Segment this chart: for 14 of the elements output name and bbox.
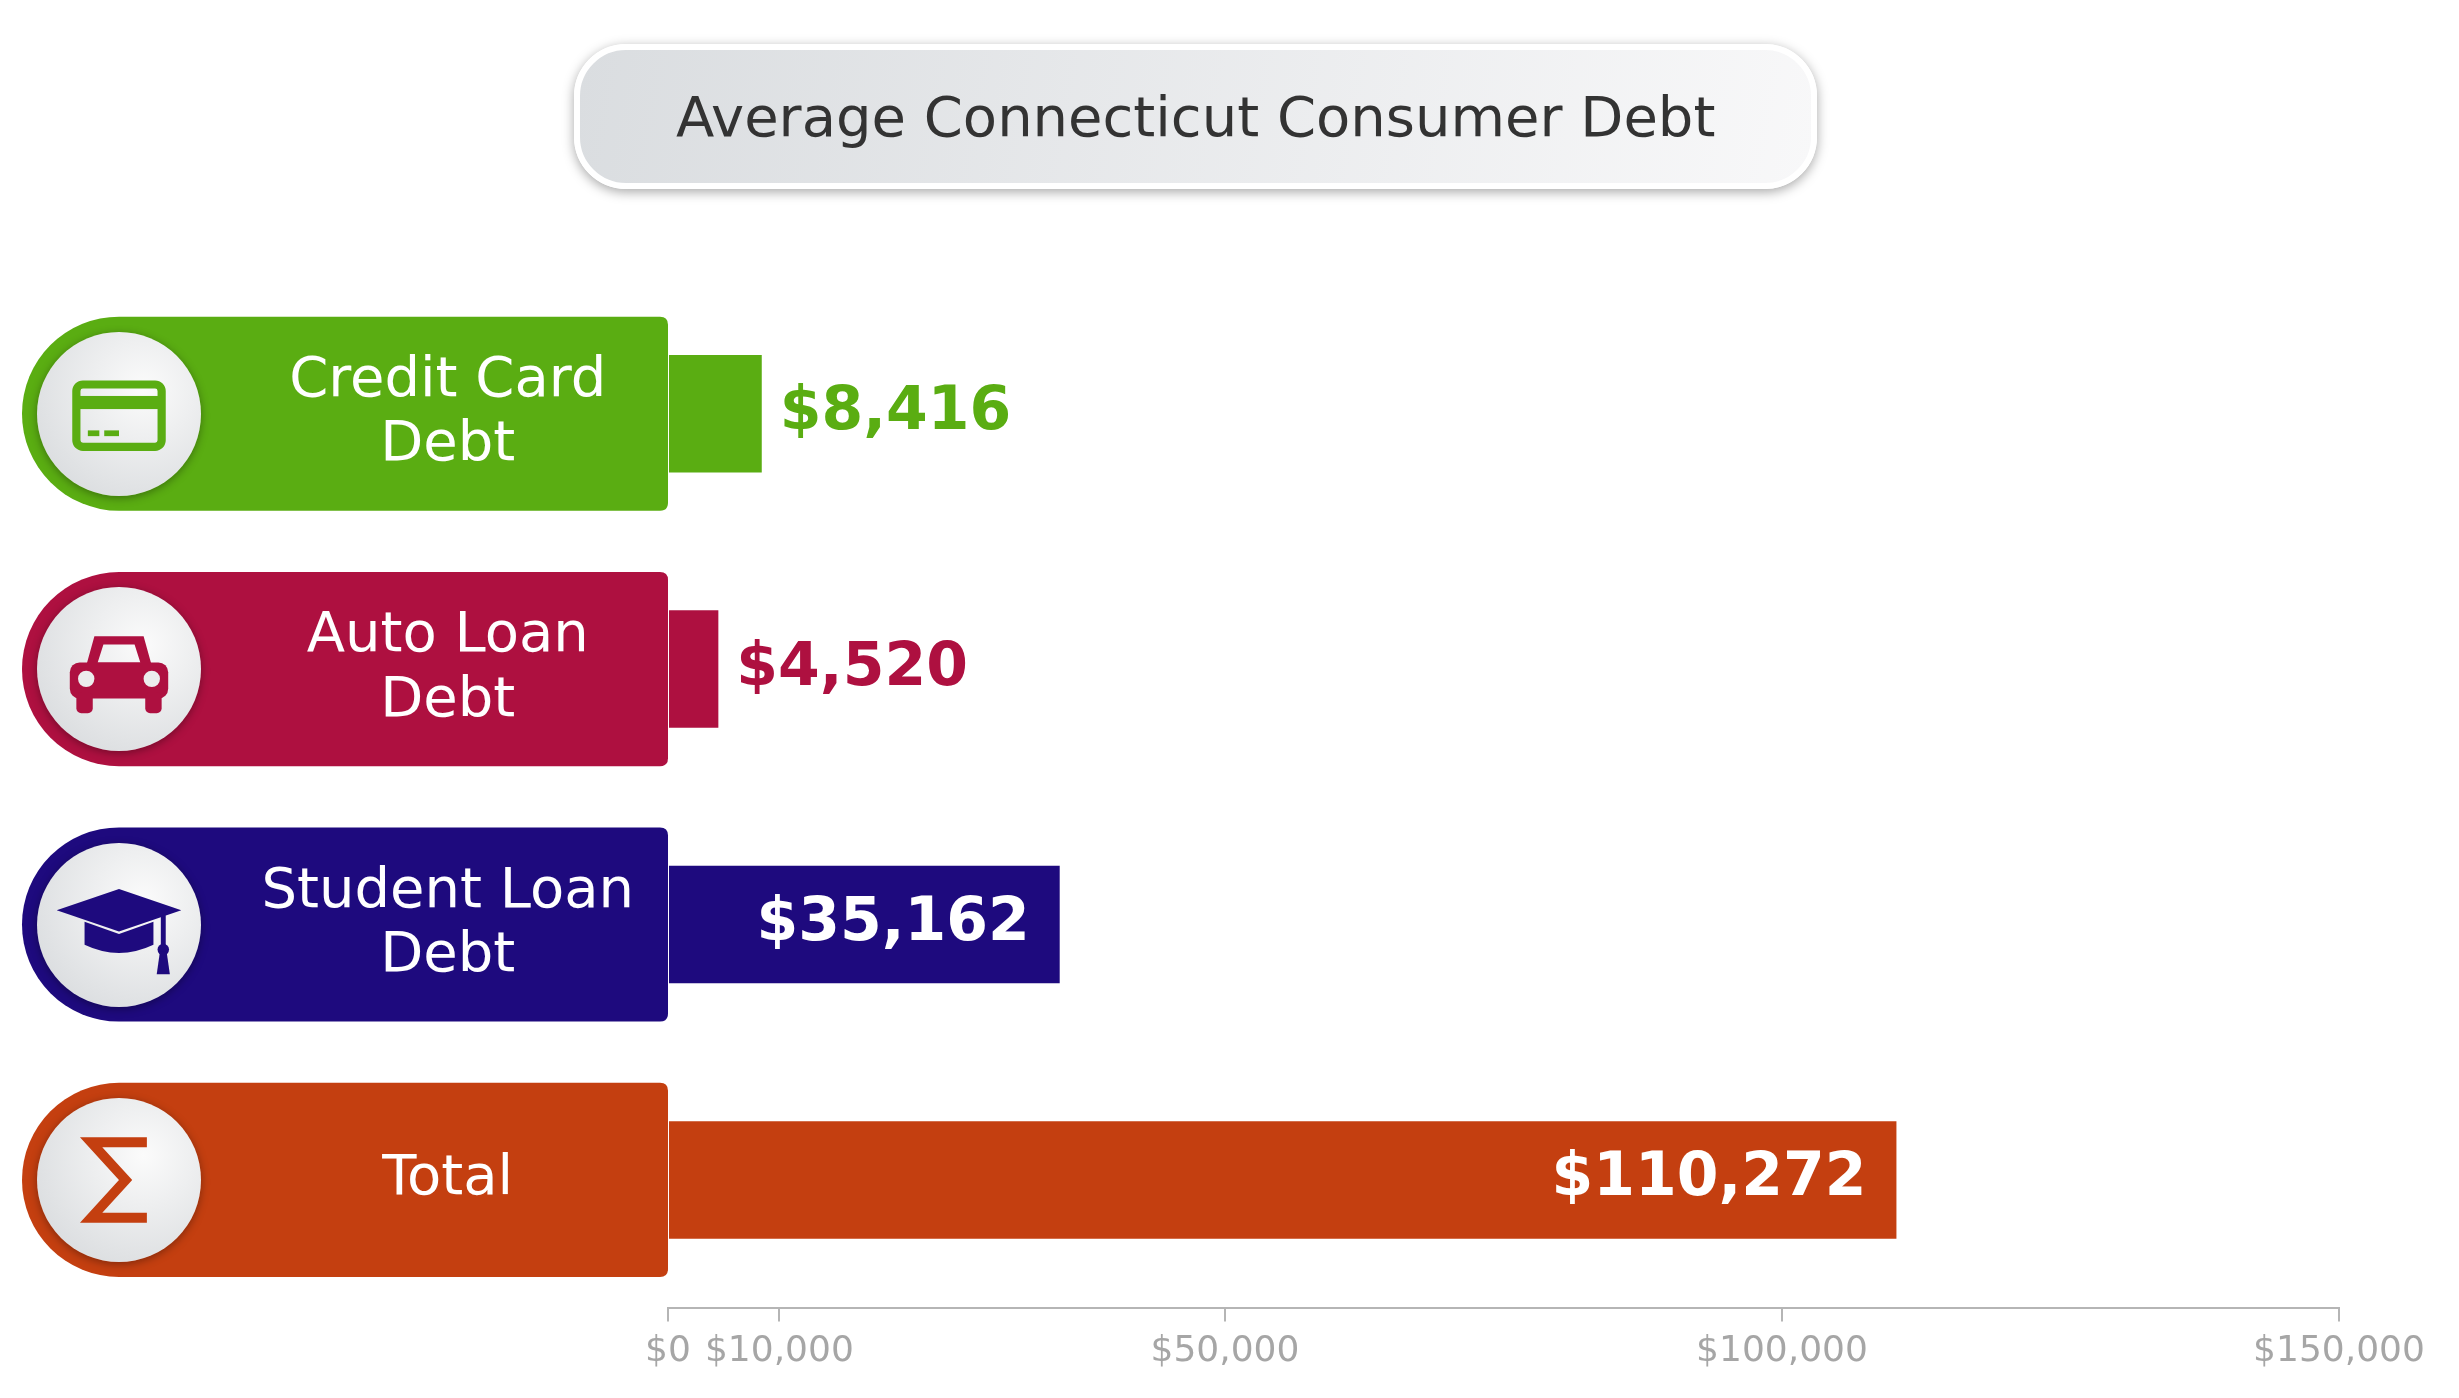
x-tick-label: $150,000 <box>2253 1327 2425 1369</box>
data-label: $8,416 <box>779 373 1012 444</box>
chart-title: Average Connecticut Consumer Debt <box>574 44 1818 189</box>
x-tick-label: $0 <box>645 1327 691 1369</box>
x-tick-label: $10,000 <box>704 1327 854 1369</box>
y-tick-label: Total <box>381 1142 514 1208</box>
data-label: $110,272 <box>1551 1139 1867 1210</box>
y-tick-label: Auto Loan Debt <box>306 599 589 729</box>
data-label: $4,520 <box>736 628 968 699</box>
y-tick-label: Credit Card Debt <box>289 344 607 474</box>
x-tick-label: $50,000 <box>1150 1327 1300 1369</box>
x-tick-label: $100,000 <box>1696 1327 1868 1369</box>
data-label: $35,162 <box>756 884 1030 955</box>
y-tick-label: Student Loan Debt <box>261 854 634 985</box>
